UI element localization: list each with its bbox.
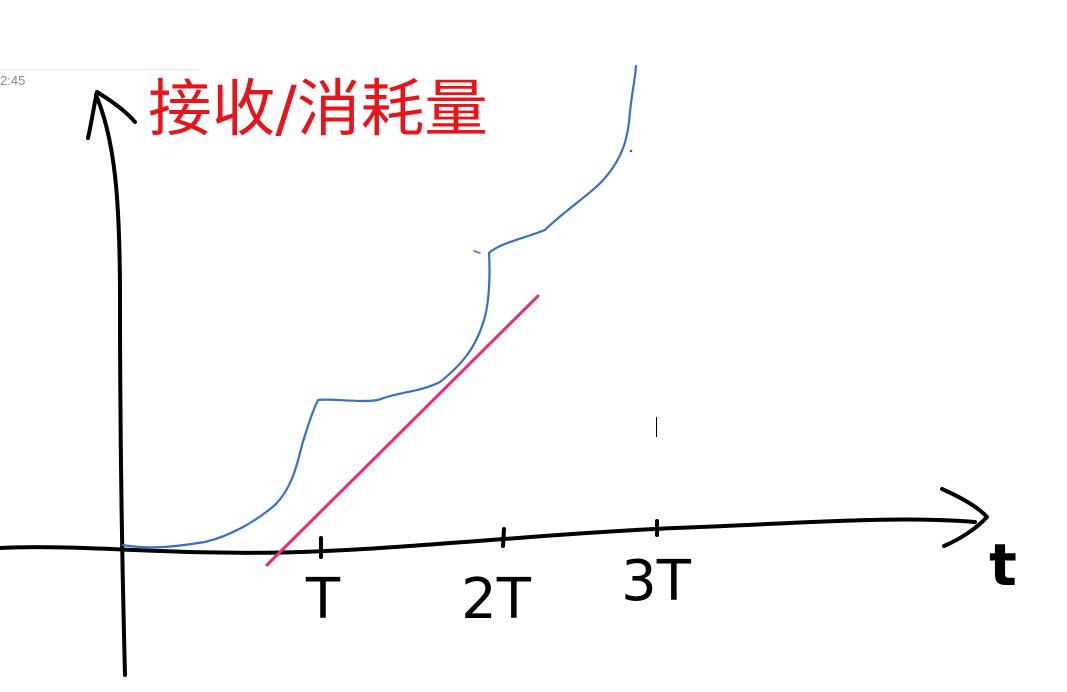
tick-label-3T: 3T [621, 549, 692, 614]
tick-marks [319, 519, 659, 559]
stray-dot [629, 149, 633, 153]
window-divider [0, 69, 200, 70]
x-axis [0, 487, 989, 555]
text-caret [656, 417, 657, 437]
receive-curve [121, 64, 638, 549]
tick-label-T: T [305, 567, 341, 632]
consume-line [265, 294, 540, 567]
receive-curve-tick [473, 250, 481, 254]
tick-label-2T: 2T [461, 567, 532, 632]
timestamp: 2:45 [0, 73, 26, 88]
tick-labels: T 2T 3T [305, 549, 692, 632]
x-axis-label: t [989, 531, 1017, 599]
diagram-title: 接收/消耗量 [148, 72, 488, 145]
y-axis [86, 90, 137, 677]
